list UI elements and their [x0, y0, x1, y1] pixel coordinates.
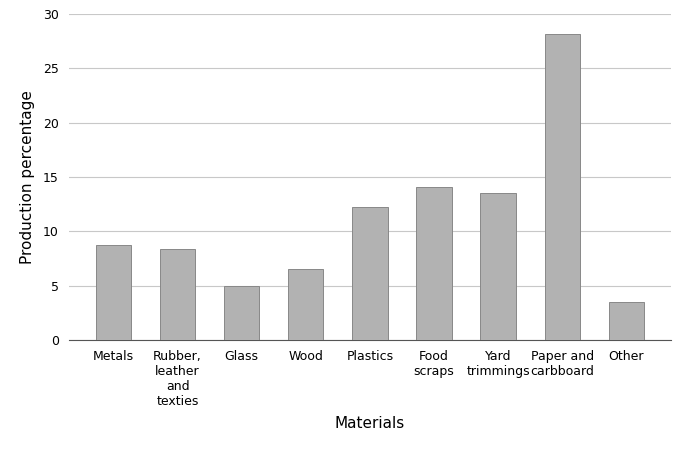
X-axis label: Materials: Materials [335, 416, 405, 431]
Bar [609, 302, 644, 340]
Bar [224, 286, 260, 340]
Bar [480, 194, 516, 340]
Bar [96, 245, 131, 340]
Bar [416, 187, 451, 340]
Bar [160, 249, 195, 340]
Y-axis label: Production percentage: Production percentage [20, 90, 34, 264]
Bar [288, 269, 323, 340]
Bar [352, 207, 388, 340]
Bar [545, 34, 580, 340]
